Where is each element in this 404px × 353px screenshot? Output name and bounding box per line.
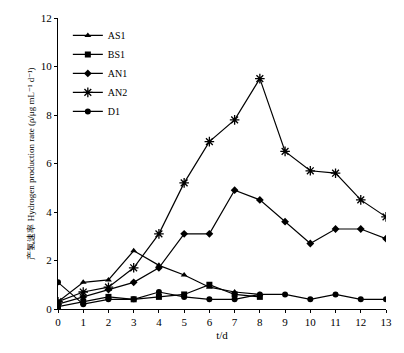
svg-text:11: 11: [330, 316, 341, 328]
svg-text:AN2: AN2: [108, 87, 127, 98]
svg-text:10: 10: [41, 60, 53, 72]
svg-text:8: 8: [46, 109, 52, 121]
svg-text:5: 5: [181, 316, 187, 328]
svg-text:2: 2: [106, 316, 112, 328]
svg-text:0: 0: [46, 303, 52, 315]
svg-text:4: 4: [156, 316, 162, 328]
svg-text:AS1: AS1: [108, 30, 126, 41]
svg-text:12: 12: [355, 316, 366, 328]
svg-text:6: 6: [207, 316, 213, 328]
svg-text:12: 12: [41, 12, 52, 24]
svg-text:D1: D1: [108, 106, 120, 117]
svg-text:t/d: t/d: [216, 329, 228, 341]
svg-text:9: 9: [282, 316, 288, 328]
svg-text:AN1: AN1: [108, 68, 127, 79]
svg-text:7: 7: [232, 316, 238, 328]
svg-text:8: 8: [257, 316, 263, 328]
svg-text:3: 3: [131, 316, 137, 328]
svg-text:0: 0: [55, 316, 61, 328]
svg-text:6: 6: [46, 157, 52, 169]
svg-text:1: 1: [80, 316, 86, 328]
svg-text:产氢速率 Hydrogen production rate: 产氢速率 Hydrogen production rate (ρ/μg mL⁻¹…: [26, 67, 36, 259]
svg-text:13: 13: [381, 316, 393, 328]
svg-text:4: 4: [46, 206, 52, 218]
svg-text:2: 2: [46, 254, 52, 266]
svg-text:10: 10: [305, 316, 317, 328]
svg-text:BS1: BS1: [108, 49, 125, 60]
